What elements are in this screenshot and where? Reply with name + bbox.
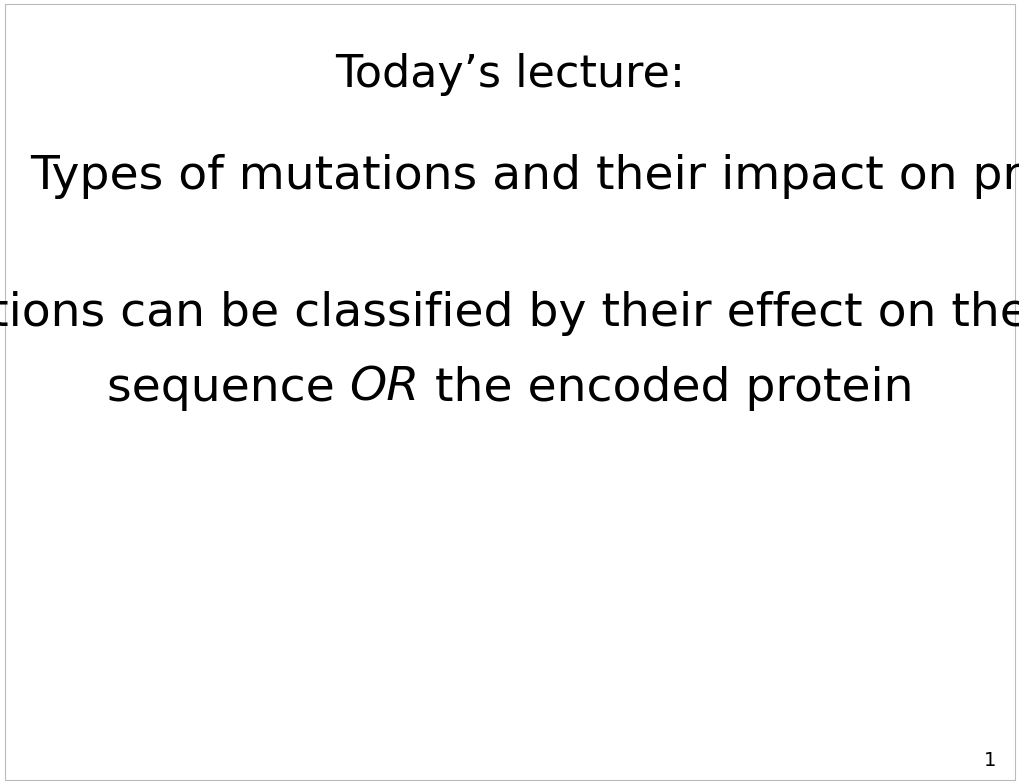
Text: Mutations can be classified by their effect on the DNA: Mutations can be classified by their eff…: [0, 291, 1019, 336]
Text: OR: OR: [350, 365, 419, 411]
Text: the encoded protein: the encoded protein: [419, 365, 912, 411]
Text: sequence: sequence: [107, 365, 350, 411]
Text: Today’s lecture:: Today’s lecture:: [334, 53, 685, 96]
Text: Types of mutations and their impact on protein function: Types of mutations and their impact on p…: [31, 154, 1019, 199]
Text: 1: 1: [983, 751, 996, 770]
